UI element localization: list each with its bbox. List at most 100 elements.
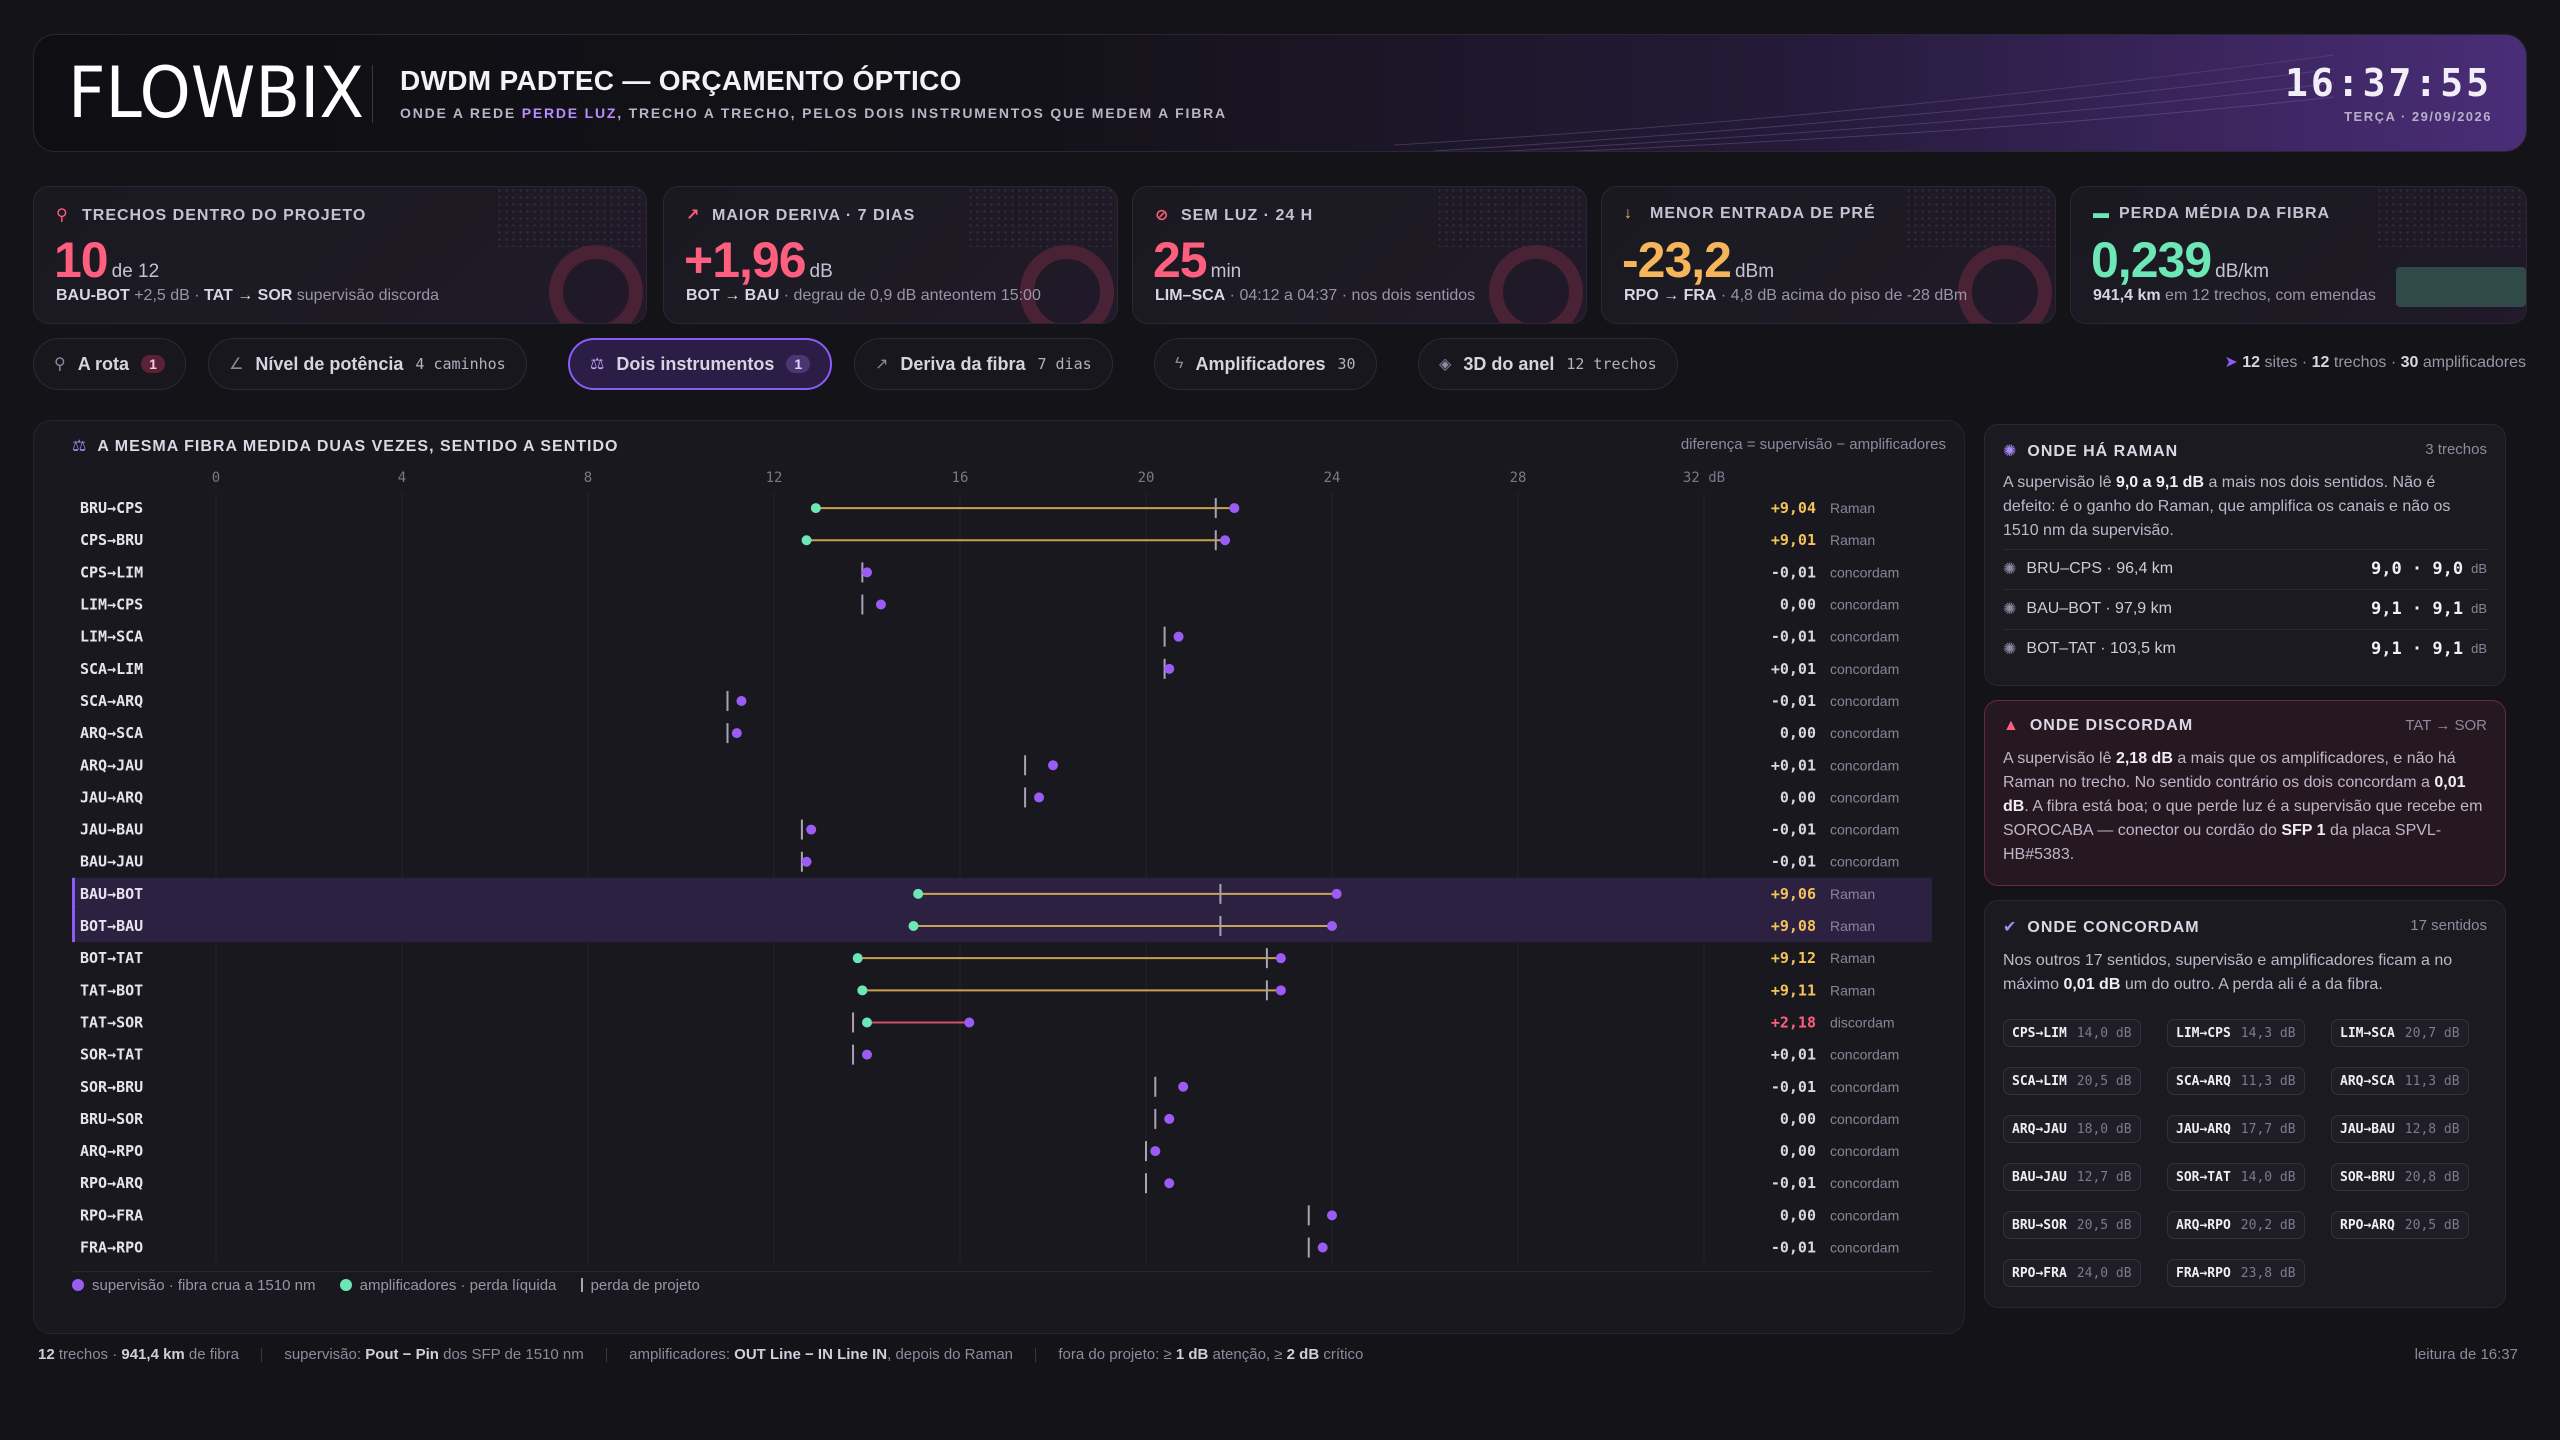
row-diff: +0,01 — [1771, 1046, 1816, 1064]
segment-chip[interactable]: LIM→CPS 14,3 dB — [2167, 1019, 2305, 1047]
segment-chip[interactable]: SCA→ARQ 11,3 dB — [2167, 1067, 2305, 1095]
route-icon: ⚲ — [56, 207, 69, 224]
row-label: BOT→TAT — [80, 949, 143, 967]
sup-point — [1327, 1210, 1337, 1221]
concord-text: Nos outros 17 sentidos, supervisão e amp… — [2003, 952, 2453, 993]
segment-chip[interactable]: SOR→BRU 20,8 dB — [2331, 1163, 2469, 1191]
tab-bolt[interactable]: ϟ Amplificadores 30 — [1154, 338, 1377, 390]
segment-chip[interactable]: CPS→LIM 14,0 dB — [2003, 1019, 2141, 1047]
discord-panel: ▲ ONDE DISCORDAM TAT → SOR A supervisão l… — [1984, 700, 2506, 886]
row-label: LIM→SCA — [80, 628, 143, 646]
row-diff: +0,01 — [1771, 660, 1816, 678]
row-label: BRU→CPS — [80, 499, 143, 517]
kpi-decoration — [2396, 267, 2526, 307]
cube-icon: ◈ — [1439, 356, 1452, 373]
sup-point — [1164, 1178, 1175, 1189]
row-label: ARQ→SCA — [80, 724, 143, 742]
tab-chart[interactable]: ∠ Nível de potência 4 caminhos — [208, 338, 527, 390]
sup-point — [1331, 888, 1342, 899]
segment-chip[interactable]: JAU→BAU 12,8 dB — [2331, 1115, 2469, 1143]
gear-icon: ✺ — [2003, 443, 2018, 460]
tab-label: Deriva da fibra — [900, 353, 1026, 374]
segment-chip[interactable]: FRA→RPO 23,8 dB — [2167, 1259, 2305, 1287]
row-label: TAT→SOR — [80, 1013, 144, 1031]
row-diff: +9,11 — [1771, 981, 1816, 999]
segment-chip[interactable]: SOR→TAT 14,0 dB — [2167, 1163, 2305, 1191]
kpi-label: ⚲ TRECHOS DENTRO DO PROJETO — [56, 207, 367, 224]
dot-pattern — [2376, 187, 2526, 247]
no-light-icon: ⊘ — [1155, 207, 1170, 224]
segment-chip[interactable]: ARQ→RPO 20,2 dB — [2167, 1211, 2305, 1239]
kpi-value: 10 de 12 — [54, 232, 160, 288]
tab-badge: 1 — [141, 355, 165, 373]
tab-route[interactable]: ⚲ A rota 1 — [33, 338, 186, 390]
kpi-card: ⊘ SEM LUZ · 24 H 25 min LIM–SCA · 04:12 a 04… — [1132, 186, 1587, 324]
row-tag: concordam — [1830, 564, 1899, 580]
segment-chip[interactable]: SCA→LIM 20,5 dB — [2003, 1067, 2141, 1095]
row-diff: 0,00 — [1780, 788, 1816, 806]
segment-chip[interactable]: BAU→JAU 12,7 dB — [2003, 1163, 2141, 1191]
row-diff: 0,00 — [1780, 724, 1816, 742]
raman-item: ✺ BOT–TAT · 103,5 km 9,1 · 9,1 dB — [2003, 629, 2487, 667]
flowbix-logo: FLOWBIX — [68, 55, 364, 131]
footer-separator — [1035, 1348, 1037, 1363]
route-icon: ⚲ — [54, 356, 66, 373]
arrow-down-icon: ↓ — [1624, 205, 1633, 222]
discord-title: ▲ ONDE DISCORDAM — [2003, 717, 2194, 734]
segment-chip[interactable]: ARQ→JAU 18,0 dB — [2003, 1115, 2141, 1143]
row-tag: concordam — [1830, 789, 1899, 805]
segment-chip[interactable]: RPO→FRA 24,0 dB — [2003, 1259, 2141, 1287]
gear-icon: ✺ — [2003, 600, 2017, 618]
amp-point — [801, 535, 812, 546]
dot-pattern — [967, 187, 1117, 247]
sup-point — [1178, 1081, 1189, 1092]
segment-chip[interactable]: RPO→ARQ 20,5 dB — [2331, 1211, 2469, 1239]
kpi-decoration — [1020, 245, 1114, 323]
header-decoration — [1393, 54, 2334, 151]
kpi-label: ⊘ SEM LUZ · 24 H — [1155, 207, 1314, 224]
row-diff: 0,00 — [1780, 1206, 1816, 1224]
row-tag: concordam — [1830, 1175, 1899, 1191]
tab-scale[interactable]: ⚖ Dois instrumentos 1 — [568, 338, 833, 390]
sup-point — [1327, 921, 1337, 932]
row-tag: concordam — [1830, 1240, 1899, 1256]
segment-chip[interactable]: LIM→SCA 20,7 dB — [2331, 1019, 2469, 1047]
check-icon: ✔ — [2003, 919, 2018, 936]
x-tick-label: 8 — [584, 470, 592, 486]
row-tag: concordam — [1830, 597, 1899, 613]
segment-chip[interactable]: BRU→SOR 20,5 dB — [2003, 1211, 2141, 1239]
row-tag: concordam — [1830, 822, 1899, 838]
raman-aside: 3 trechos — [2425, 441, 2487, 458]
amp-point — [857, 985, 868, 996]
sup-point — [806, 824, 817, 835]
tab-trend[interactable]: ↗ Deriva da fibra 7 dias — [854, 338, 1113, 390]
segment-chip[interactable]: ARQ→SCA 11,3 dB — [2331, 1067, 2469, 1095]
tab-count: 30 — [1337, 355, 1356, 373]
row-tag: concordam — [1830, 1047, 1899, 1063]
sup-point — [862, 567, 872, 578]
segment-chip[interactable]: JAU→ARQ 17,7 dB — [2167, 1115, 2305, 1143]
row-tag: concordam — [1830, 629, 1899, 645]
tab-cube[interactable]: ◈ 3D do anel 12 trechos — [1418, 338, 1678, 390]
row-label: FRA→RPO — [80, 1239, 143, 1257]
row-highlight-marker — [72, 877, 75, 910]
row-label: BAU→BOT — [80, 885, 143, 903]
footer-separator — [261, 1348, 263, 1363]
kpi-value: 25 min — [1153, 232, 1242, 288]
tab-count: 7 dias — [1037, 355, 1092, 373]
row-label: JAU→BAU — [80, 821, 143, 839]
kpi-note: 941,4 km em 12 trechos, com emendas — [2093, 287, 2376, 304]
row-diff: 0,00 — [1780, 1142, 1816, 1160]
row-tag: concordam — [1830, 661, 1899, 677]
tab-label: Nível de potência — [255, 353, 404, 374]
discord-text: A supervisão lê 2,18 dB a mais que os am… — [2003, 750, 2483, 863]
kpi-card: ↗ MAIOR DERIVA · 7 DIAS +1,96 dB BOT → BAU ·… — [663, 186, 1118, 324]
kpi-value: +1,96 dB — [684, 232, 833, 288]
row-diff: -0,01 — [1771, 628, 1816, 646]
row-label: RPO→ARQ — [80, 1174, 143, 1192]
kpi-decoration — [549, 245, 643, 323]
x-tick-label: 4 — [398, 470, 406, 486]
concord-panel: ✔ ONDE CONCORDAM 17 sentidos Nos outros 1… — [1984, 900, 2506, 1308]
x-tick-label: 20 — [1138, 470, 1155, 486]
sup-point — [736, 695, 747, 706]
